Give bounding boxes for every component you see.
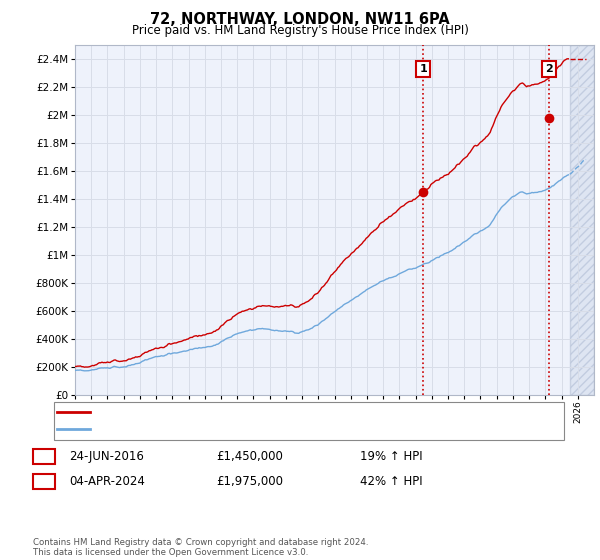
Text: 2: 2 <box>545 64 553 74</box>
Text: 72, NORTHWAY, LONDON, NW11 6PA: 72, NORTHWAY, LONDON, NW11 6PA <box>150 12 450 27</box>
Text: £1,975,000: £1,975,000 <box>216 475 283 488</box>
Bar <box>569 45 594 395</box>
Text: 24-JUN-2016: 24-JUN-2016 <box>69 450 144 463</box>
Bar <box>569 45 594 395</box>
Text: £1,450,000: £1,450,000 <box>216 450 283 463</box>
Text: 42% ↑ HPI: 42% ↑ HPI <box>360 475 422 488</box>
Text: 2: 2 <box>40 475 48 488</box>
Text: Contains HM Land Registry data © Crown copyright and database right 2024.
This d: Contains HM Land Registry data © Crown c… <box>33 538 368 557</box>
Text: Price paid vs. HM Land Registry's House Price Index (HPI): Price paid vs. HM Land Registry's House … <box>131 24 469 37</box>
Text: 72, NORTHWAY, LONDON, NW11 6PA (detached house): 72, NORTHWAY, LONDON, NW11 6PA (detached… <box>96 407 397 417</box>
Text: 19% ↑ HPI: 19% ↑ HPI <box>360 450 422 463</box>
Text: 1: 1 <box>419 64 427 74</box>
Text: HPI: Average price, detached house, Barnet: HPI: Average price, detached house, Barn… <box>96 424 335 435</box>
Text: 04-APR-2024: 04-APR-2024 <box>69 475 145 488</box>
Text: 1: 1 <box>40 450 48 463</box>
